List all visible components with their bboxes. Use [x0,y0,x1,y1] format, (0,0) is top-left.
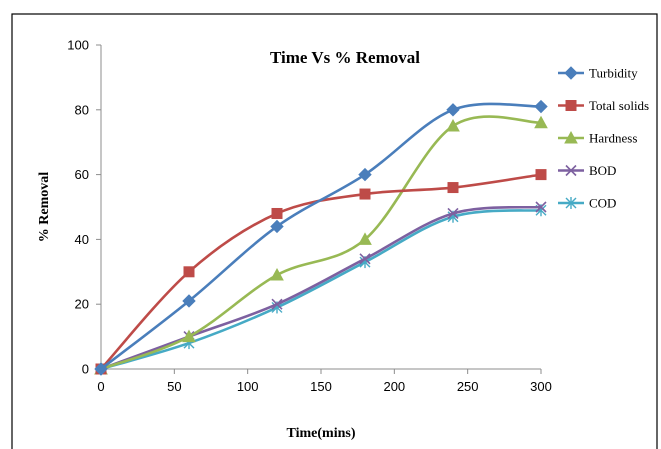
data-point-hardness [270,267,284,281]
data-point-total-solids [183,266,195,278]
marker-stroke [359,253,371,265]
data-point-hardness [358,232,372,245]
data-point-hardness [182,329,196,343]
data-point-bod [271,298,283,310]
legend-label: Hardness [589,131,637,146]
legend-item-cod: COD [558,196,616,211]
x-tick-label: 100 [237,379,259,394]
data-point-bod [447,207,459,220]
y-axis-title: % Removal [37,172,52,242]
series-layer [94,99,548,376]
y-tick-label: 80 [75,102,89,117]
data-point-total-solids [271,207,283,219]
data-point-turbidity [270,219,284,234]
data-point-bod [359,253,371,265]
axes: 0 20 40 60 80 100 0 50 100 150 200 250 300 [67,38,552,395]
legend-label: Turbidity [589,66,638,81]
legend-label: COD [589,196,616,211]
legend-label: BOD [589,163,616,178]
series-turbidity [94,99,548,376]
legend-swatch-marker [564,66,578,80]
chart-title: Time Vs % Removal [270,48,420,67]
data-point-turbidity [446,103,460,117]
series-line-cod [100,208,542,371]
y-tick-label: 100 [67,38,89,53]
data-point-hardness [446,118,460,132]
x-tick-label: 0 [97,379,104,394]
legend-item-hardness: Hardness [558,131,637,146]
data-point-total-solids [359,188,371,200]
marker-stroke [447,207,459,220]
y-tick-label: 0 [82,362,89,377]
legend-item-total-solids: Total solids [558,98,649,113]
legend-swatch-marker [564,130,578,144]
legend: Turbidity Total solids Hardness BOD COD [558,66,649,211]
marker-stroke [565,164,577,177]
chart-frame [11,13,658,449]
data-point-turbidity [94,362,108,376]
marker-stroke [535,201,547,213]
x-axis-title: Time(mins) [287,426,356,441]
data-point-turbidity [358,167,372,182]
y-tick-label: 20 [75,297,89,312]
x-tick-label: 150 [310,379,332,394]
marker-stroke [271,298,283,310]
data-point-turbidity [182,294,196,308]
x-tick-label: 250 [457,379,479,394]
y-tick-label: 60 [75,167,89,182]
legend-swatch-marker [565,164,577,177]
data-point-total-solids [447,182,459,194]
legend-item-bod: BOD [558,163,616,178]
legend-swatch-marker [565,197,577,209]
x-tick-label: 200 [383,379,405,394]
data-point-total-solids [535,169,547,181]
x-tick-label: 300 [530,379,552,394]
data-point-turbidity [534,99,548,114]
y-tick-label: 40 [75,232,89,247]
data-point-bod [535,201,547,213]
series-total-solids [95,169,547,375]
legend-item-turbidity: Turbidity [558,66,638,81]
series-hardness [94,115,548,375]
data-point-hardness [534,115,548,129]
legend-swatch-marker [565,100,577,111]
legend-label: Total solids [589,98,649,113]
x-tick-label: 50 [167,379,181,394]
